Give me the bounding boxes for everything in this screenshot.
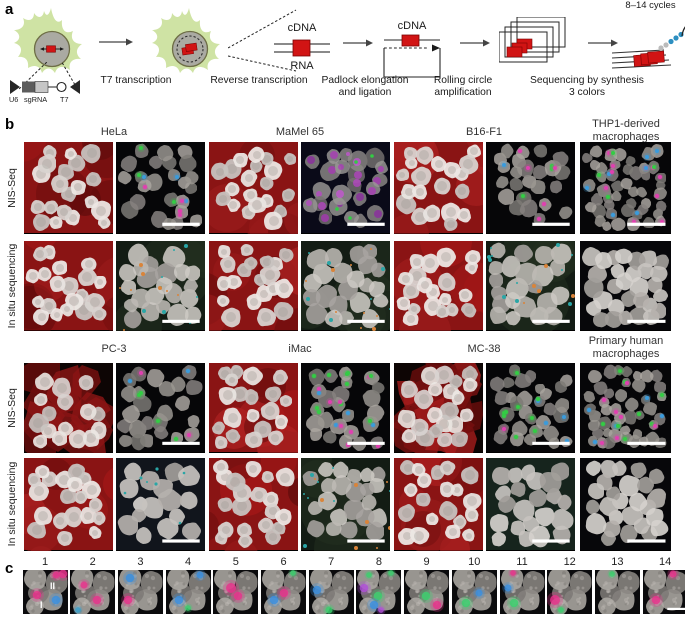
svg-text:II: II (50, 581, 55, 591)
svg-text:I: I (40, 600, 43, 610)
